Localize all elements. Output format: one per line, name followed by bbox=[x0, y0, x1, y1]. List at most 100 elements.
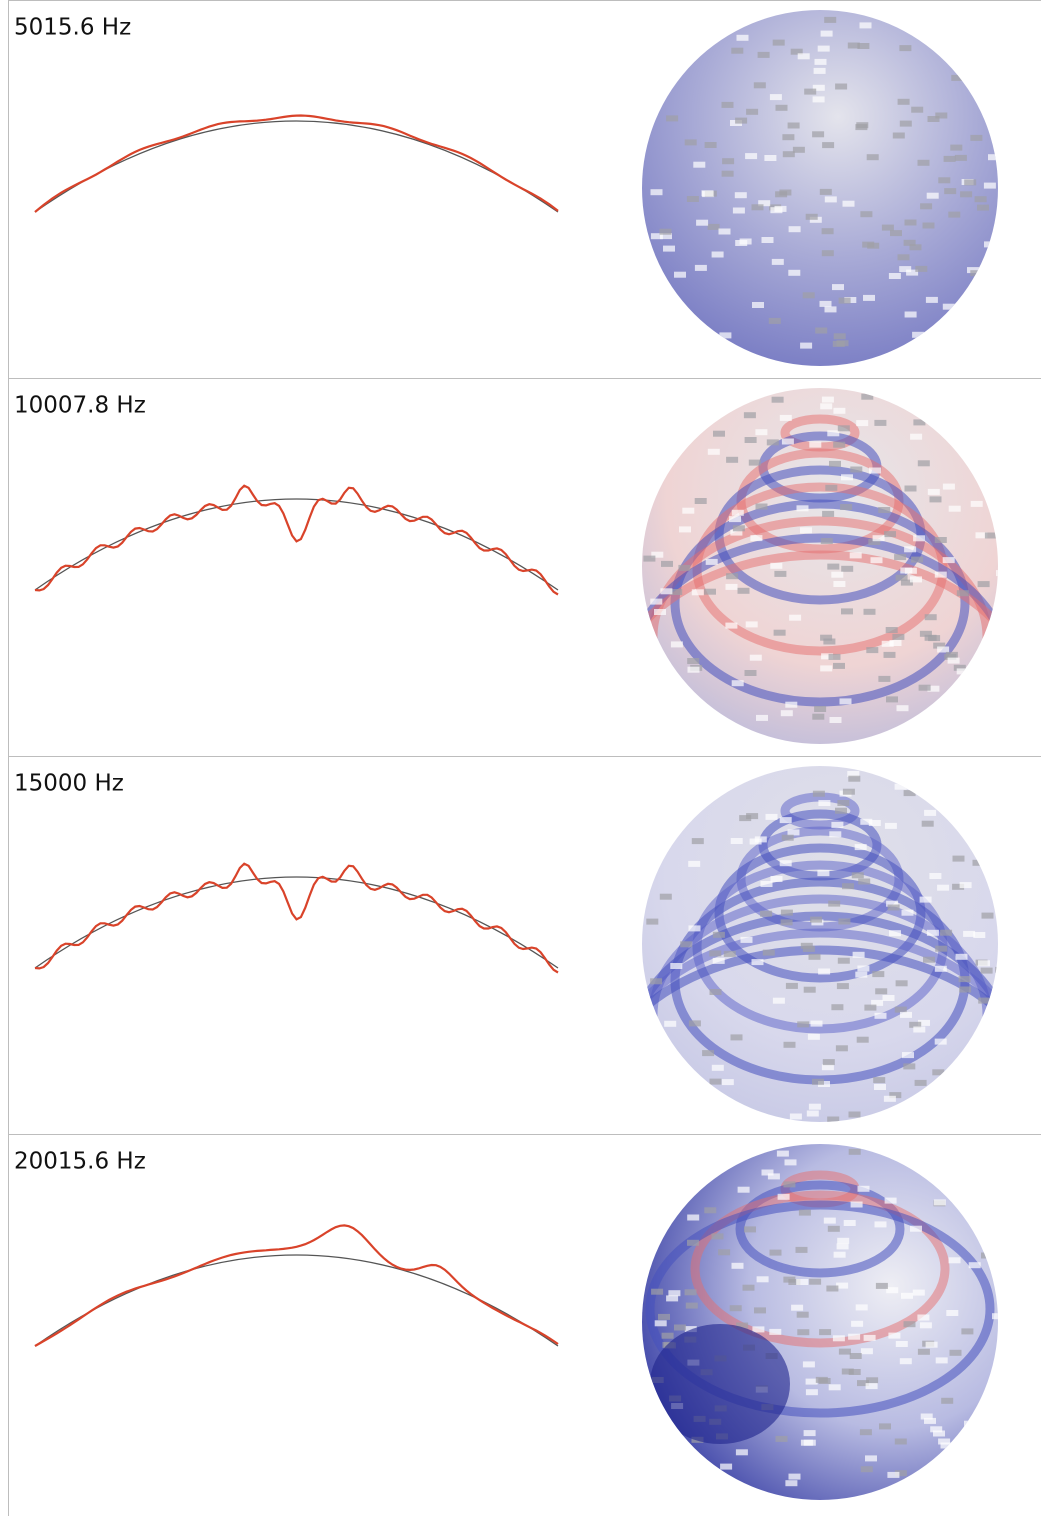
sphere-patch bbox=[988, 154, 998, 161]
sphere-patch bbox=[792, 146, 805, 153]
sphere-patch bbox=[917, 159, 930, 166]
sphere-patch bbox=[865, 1455, 877, 1462]
sphere-patch bbox=[803, 1430, 816, 1437]
sphere-patch bbox=[874, 1012, 887, 1019]
sphere-patch bbox=[995, 966, 998, 973]
sphere-patch bbox=[970, 134, 983, 141]
sphere-patch bbox=[805, 1389, 818, 1396]
sphere-patch bbox=[932, 1069, 945, 1076]
sphere-patch bbox=[829, 831, 842, 838]
sphere-patch bbox=[849, 552, 862, 559]
sphere-patch bbox=[746, 108, 759, 115]
sphere-patch bbox=[749, 654, 762, 661]
sphere-patch bbox=[975, 532, 988, 539]
sphere-patch bbox=[842, 788, 855, 795]
sphere-patch bbox=[895, 980, 908, 987]
sphere-patch bbox=[922, 222, 935, 229]
sphere-patch bbox=[851, 872, 864, 879]
sphere-patch bbox=[950, 144, 963, 151]
sphere-patch bbox=[768, 317, 781, 324]
sphere-patch bbox=[805, 213, 818, 220]
sphere-patch bbox=[651, 551, 664, 558]
sphere-patch bbox=[833, 1251, 846, 1258]
sphere-patch bbox=[731, 509, 744, 516]
sphere-patch bbox=[833, 333, 846, 340]
sphere-ring bbox=[642, 911, 998, 1122]
sphere-patch bbox=[981, 912, 994, 919]
sphere-patch bbox=[918, 1019, 930, 1026]
sphere-patch bbox=[684, 139, 697, 146]
sphere-patch bbox=[899, 45, 912, 52]
sphere-patch bbox=[650, 598, 663, 605]
sphere-patch bbox=[901, 909, 914, 916]
sphere-patch bbox=[678, 564, 691, 571]
sphere-patch bbox=[831, 821, 844, 828]
sphere-patch bbox=[788, 226, 801, 233]
sphere-patch bbox=[779, 414, 792, 421]
sphere-patch bbox=[910, 576, 922, 583]
sphere-patch bbox=[967, 267, 979, 274]
sphere-patch bbox=[833, 581, 846, 587]
sphere-patch bbox=[760, 910, 773, 917]
sphere-patch bbox=[721, 1079, 734, 1086]
sphere-patch bbox=[679, 526, 691, 533]
sphere-patch bbox=[646, 918, 659, 925]
sphere-patch bbox=[729, 516, 741, 523]
sphere-patch bbox=[910, 1225, 922, 1232]
sphere-patch bbox=[734, 192, 747, 199]
sphere-patch bbox=[838, 297, 851, 304]
sphere-patch bbox=[968, 1262, 981, 1269]
sphere-patch bbox=[752, 302, 764, 308]
sphere-patch bbox=[780, 919, 793, 926]
sphere-patch bbox=[772, 39, 785, 46]
sphere-patch bbox=[718, 1249, 731, 1256]
sphere-patch bbox=[814, 58, 827, 65]
sphere-patch bbox=[740, 936, 753, 943]
sphere-patch bbox=[904, 546, 917, 553]
sphere-patch bbox=[884, 531, 896, 538]
sphere-patch bbox=[921, 820, 934, 827]
sphere-patch bbox=[760, 881, 773, 887]
sphere-patch bbox=[955, 953, 968, 960]
sphere-patch bbox=[964, 179, 977, 186]
sphere-patch bbox=[943, 155, 956, 162]
sphere-patch bbox=[744, 437, 757, 443]
sphere-patch bbox=[874, 1084, 886, 1090]
sphere-patch bbox=[691, 838, 704, 845]
panel: 20015.6 Hz bbox=[8, 1134, 1041, 1500]
sphere-patch bbox=[819, 1329, 832, 1336]
sphere-patch bbox=[694, 498, 707, 504]
sphere-patch bbox=[796, 505, 809, 512]
sphere-patch bbox=[735, 1449, 748, 1456]
sphere-patch bbox=[721, 170, 734, 177]
sphere-patch bbox=[837, 1237, 850, 1244]
sphere-patch bbox=[875, 1282, 888, 1289]
sphere-patch bbox=[860, 1466, 873, 1473]
sphere-patch bbox=[954, 154, 967, 161]
sphere-patch bbox=[748, 459, 761, 466]
sphere-patch bbox=[687, 1214, 700, 1221]
sphere-patch bbox=[863, 608, 876, 615]
sphere-patch bbox=[705, 558, 718, 565]
sphere-patch bbox=[894, 783, 907, 790]
sphere-patch bbox=[820, 403, 833, 410]
sphere-patch bbox=[841, 474, 853, 481]
sphere-patch bbox=[850, 466, 863, 473]
sphere-patch bbox=[808, 1103, 821, 1110]
sphere-patch bbox=[913, 535, 926, 542]
sphere-patch bbox=[837, 425, 850, 432]
sphere-patch bbox=[674, 1324, 686, 1331]
sphere-patch bbox=[654, 1320, 667, 1327]
sphere-patch bbox=[775, 104, 788, 111]
sphere-patch bbox=[882, 995, 895, 1001]
sphere-patch bbox=[894, 1470, 907, 1477]
sphere-patch bbox=[785, 982, 798, 989]
sphere-patch bbox=[851, 1320, 864, 1327]
sphere-patch bbox=[935, 112, 948, 119]
sphere-patch bbox=[904, 485, 917, 492]
sphere-patch bbox=[818, 800, 831, 806]
sphere-patch bbox=[842, 200, 855, 207]
sphere-patch bbox=[721, 101, 734, 108]
sphere-patch bbox=[800, 942, 813, 949]
sphere-patch bbox=[856, 420, 869, 427]
